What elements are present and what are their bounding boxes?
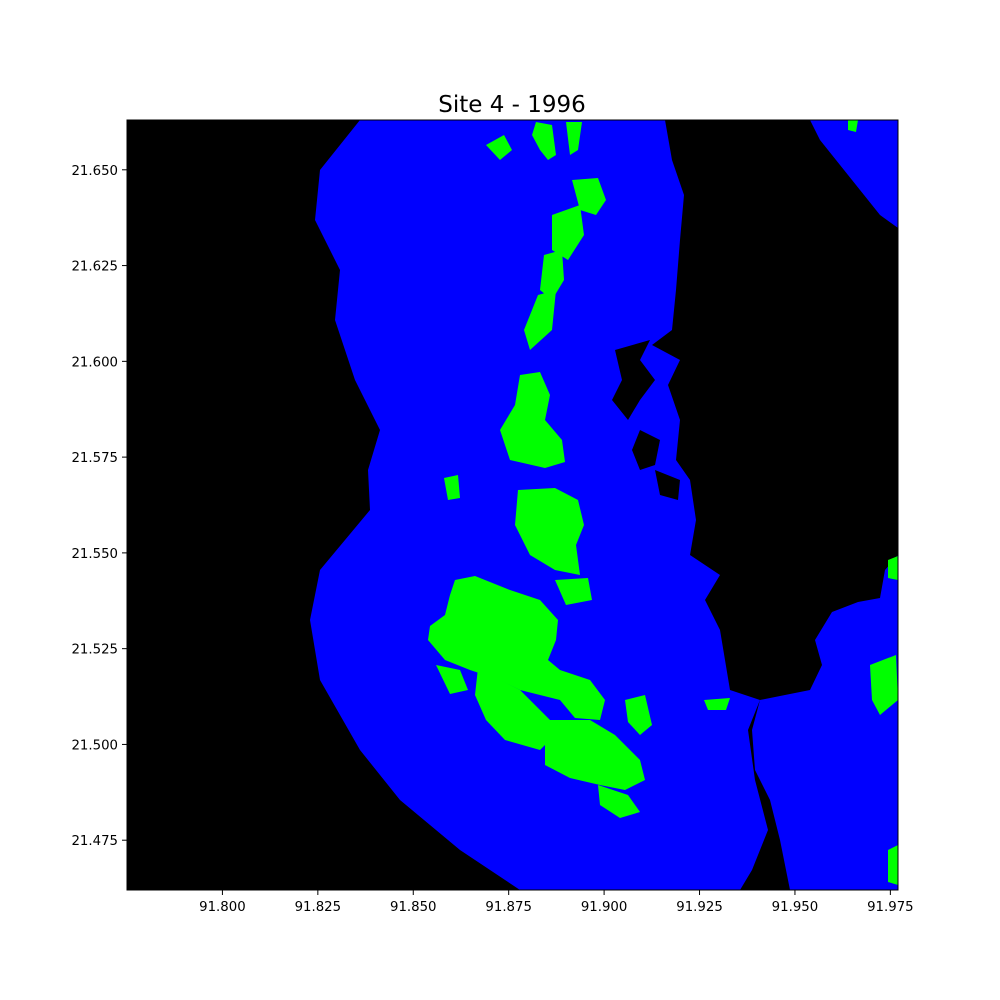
vegetation-patch (598, 785, 640, 818)
vegetation-patch (486, 135, 512, 160)
water-buffer-inlet-2 (632, 430, 660, 470)
vegetation-patch (515, 488, 584, 575)
x-tick-label: 91.875 (485, 900, 532, 915)
map-title: Site 4 - 1996 (438, 92, 586, 118)
y-tick-label: 21.550 (71, 547, 118, 562)
vegetation-patch (436, 665, 468, 694)
vegetation-patch (545, 720, 645, 790)
x-tick-label: 91.975 (867, 900, 914, 915)
vegetation-patch (555, 578, 592, 605)
vegetation-layer (428, 120, 898, 885)
y-tick-label: 21.600 (71, 355, 118, 370)
vegetation-patch (500, 372, 565, 468)
map-plot-area (127, 120, 898, 890)
vegetation-patch (888, 556, 898, 580)
y-tick-label: 21.625 (71, 260, 118, 275)
y-tick-label: 21.475 (71, 834, 118, 849)
vegetation-patch (704, 698, 730, 710)
vegetation-patch (428, 576, 605, 720)
x-tick-label: 91.825 (295, 900, 342, 915)
vegetation-patch (572, 178, 606, 215)
water-buffer-top-right (810, 120, 898, 228)
vegetation-patch (532, 122, 556, 160)
water-buffer-inlet (612, 340, 655, 420)
vegetation-patch (870, 655, 898, 715)
vegetation-patch (625, 695, 652, 735)
y-tick-label: 21.500 (71, 738, 118, 753)
vegetation-patch (552, 205, 584, 260)
vegetation-patch (848, 120, 858, 132)
vegetation-patch (566, 122, 582, 155)
water-buffer-inlet-3 (655, 470, 680, 500)
x-tick-label: 91.850 (390, 900, 437, 915)
y-axis: 21.650 21.625 21.600 21.575 21.550 21.525 21.5… (71, 164, 127, 849)
y-tick-label: 21.575 (71, 451, 118, 466)
y-tick-label: 21.650 (71, 164, 118, 179)
x-tick-label: 91.925 (676, 900, 723, 915)
x-tick-label: 91.800 (199, 900, 246, 915)
water-buffer-bottom-right (752, 555, 898, 890)
x-axis: 91.800 91.825 91.850 91.875 91.900 91.925 91.9… (199, 890, 914, 915)
vegetation-patch (524, 290, 556, 350)
y-tick-label: 21.525 (71, 643, 118, 658)
vegetation-patch (444, 475, 460, 500)
vegetation-patch (888, 845, 898, 885)
plot-frame (126, 119, 899, 891)
x-tick-label: 91.950 (772, 900, 819, 915)
vegetation-patch (475, 668, 560, 750)
vegetation-patch (540, 250, 564, 300)
x-tick-label: 91.900 (581, 900, 628, 915)
